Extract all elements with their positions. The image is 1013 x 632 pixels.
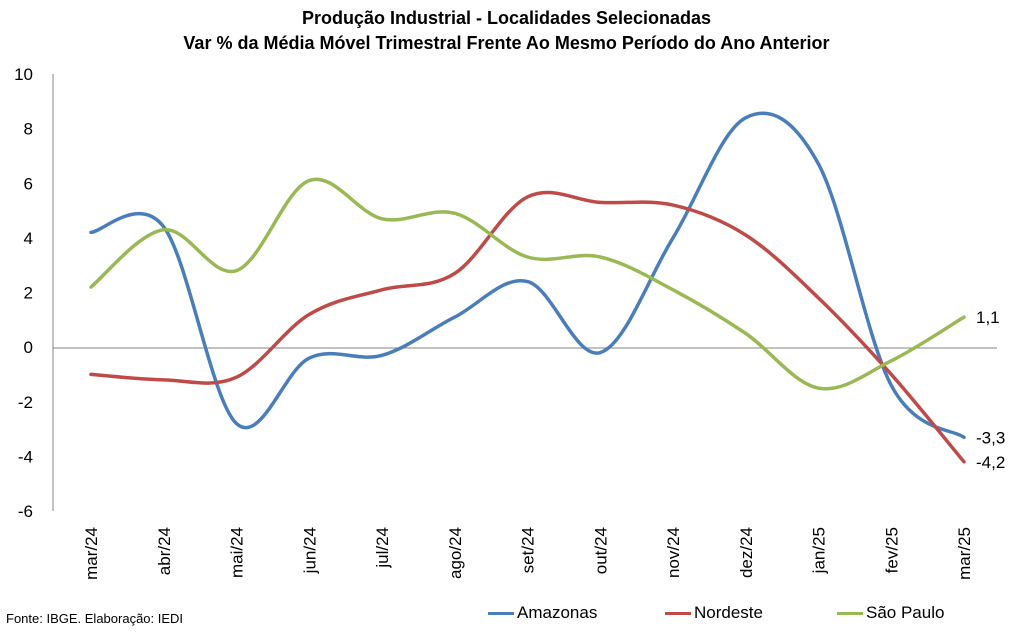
x-tick-label: jul/24: [373, 527, 392, 569]
x-tick-label: fev/25: [882, 527, 901, 573]
series-line-sao-paulo: [89, 177, 966, 391]
y-tick-label: -6: [18, 502, 33, 521]
x-tick-label: mar/25: [955, 527, 974, 580]
x-tick-labels: mar/24 abr/24 mai/24 jun/24 jul/24 ago/24 set/…: [82, 527, 974, 580]
x-tick-label: mai/24: [228, 527, 247, 578]
y-tick-label: -2: [18, 393, 33, 412]
legend-swatch-amazonas: [488, 611, 514, 615]
x-tick-label: jun/24: [300, 527, 319, 574]
legend-swatch-nordeste: [665, 611, 691, 615]
legend-label-amazonas: Amazonas: [517, 603, 598, 622]
x-tick-label: abr/24: [155, 527, 174, 575]
end-labels: -3,3 -4,2 1,1: [976, 308, 1005, 472]
x-tick-label: dez/24: [737, 527, 756, 578]
x-tick-label: set/24: [519, 527, 538, 573]
legend: Amazonas Nordeste São Paulo: [0, 603, 1013, 627]
x-tick-label: mar/24: [82, 527, 101, 580]
y-tick-label: 6: [24, 174, 33, 193]
series-line-nordeste: [89, 190, 966, 464]
y-tick-label: -4: [18, 447, 33, 466]
y-tick-label: 0: [24, 338, 33, 357]
end-data-label: -4,2: [976, 453, 1005, 472]
series-line-amazonas: [89, 111, 966, 440]
x-tick-label: out/24: [591, 527, 610, 574]
y-tick-label: 4: [24, 229, 33, 248]
title-line-1: Produção Industrial - Localidades Seleci…: [301, 8, 712, 28]
legend-item-nordeste: Nordeste: [665, 603, 763, 623]
legend-item-sao-paulo: São Paulo: [837, 603, 944, 623]
y-tick-label: 2: [24, 284, 33, 303]
x-tick-label: ago/24: [446, 527, 465, 579]
end-data-label: -3,3: [976, 428, 1005, 447]
x-tick-label: jan/25: [810, 527, 829, 574]
x-tick-label: nov/24: [664, 527, 683, 578]
title-line-2: Var % da Média Móvel Trimestral Frente A…: [183, 33, 830, 53]
legend-label-nordeste: Nordeste: [694, 603, 763, 622]
y-tick-label: 10: [14, 65, 33, 84]
source-note: Fonte: IBGE. Elaboração: IEDI: [6, 611, 184, 626]
legend-item-amazonas: Amazonas: [488, 603, 597, 623]
chart-title: Produção Industrial - Localidades Seleci…: [0, 6, 1013, 56]
y-tick-label: 8: [24, 120, 33, 139]
y-tick-labels: 10 8 6 4 2 0 -2 -4 -6: [14, 65, 33, 521]
legend-label-sao-paulo: São Paulo: [866, 603, 945, 622]
legend-swatch-sao-paulo: [837, 611, 863, 615]
series-lines: [89, 111, 966, 464]
end-data-label: 1,1: [976, 308, 1000, 327]
